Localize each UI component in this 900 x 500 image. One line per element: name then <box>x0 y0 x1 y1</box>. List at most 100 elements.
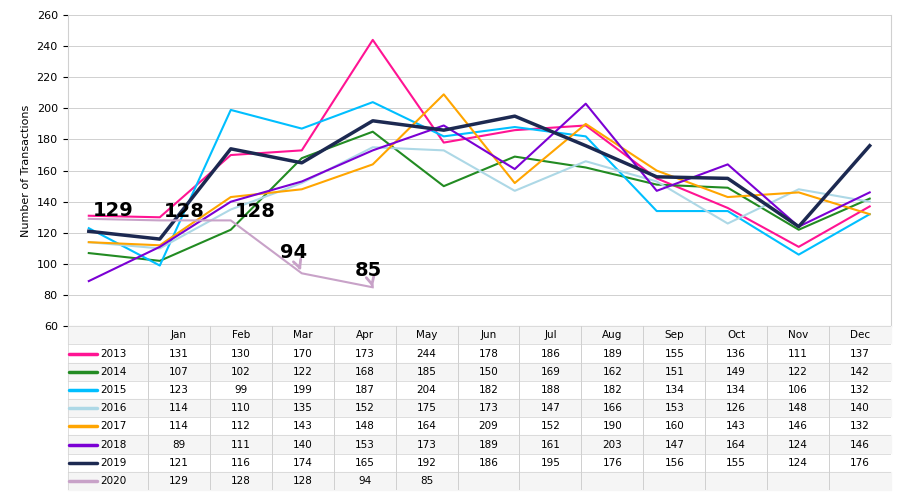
Text: 99: 99 <box>234 385 248 395</box>
Text: 85: 85 <box>420 476 433 486</box>
Text: 102: 102 <box>231 366 251 376</box>
Text: 146: 146 <box>788 422 808 432</box>
Text: 176: 176 <box>602 458 622 468</box>
Text: 169: 169 <box>541 366 561 376</box>
Text: 148: 148 <box>788 403 808 413</box>
Text: 161: 161 <box>541 440 561 450</box>
Text: 173: 173 <box>417 440 436 450</box>
Text: 150: 150 <box>479 366 499 376</box>
Text: 156: 156 <box>664 458 684 468</box>
Text: 195: 195 <box>541 458 561 468</box>
Text: 148: 148 <box>355 422 374 432</box>
Text: 182: 182 <box>602 385 622 395</box>
Text: 151: 151 <box>664 366 684 376</box>
Text: 173: 173 <box>355 348 374 358</box>
Text: Jun: Jun <box>481 330 497 340</box>
Text: 126: 126 <box>726 403 746 413</box>
Text: 110: 110 <box>231 403 251 413</box>
Text: 155: 155 <box>726 458 746 468</box>
Bar <box>68 472 891 490</box>
Text: 204: 204 <box>417 385 436 395</box>
Text: 143: 143 <box>292 422 312 432</box>
Text: 135: 135 <box>292 403 312 413</box>
Text: 136: 136 <box>726 348 746 358</box>
Text: 130: 130 <box>231 348 251 358</box>
Text: 168: 168 <box>355 366 374 376</box>
Text: 2013: 2013 <box>101 348 127 358</box>
Text: 174: 174 <box>292 458 312 468</box>
Text: 134: 134 <box>664 385 684 395</box>
Text: 192: 192 <box>417 458 436 468</box>
Text: 140: 140 <box>292 440 312 450</box>
Text: 128: 128 <box>292 476 312 486</box>
Text: 162: 162 <box>602 366 622 376</box>
Text: 132: 132 <box>850 422 870 432</box>
Text: 124: 124 <box>788 458 808 468</box>
Text: 128: 128 <box>163 202 204 222</box>
Text: 203: 203 <box>602 440 622 450</box>
Text: 244: 244 <box>417 348 436 358</box>
Text: 186: 186 <box>541 348 561 358</box>
Text: 189: 189 <box>479 440 499 450</box>
Text: 164: 164 <box>726 440 746 450</box>
Text: 106: 106 <box>788 385 808 395</box>
Text: 190: 190 <box>602 422 622 432</box>
Text: 147: 147 <box>541 403 561 413</box>
Bar <box>68 399 891 417</box>
Text: 149: 149 <box>726 366 746 376</box>
Bar <box>68 436 891 454</box>
Text: 131: 131 <box>169 348 189 358</box>
Text: 121: 121 <box>169 458 189 468</box>
Bar <box>68 362 891 381</box>
Bar <box>68 454 891 472</box>
Text: 142: 142 <box>850 366 870 376</box>
Text: Feb: Feb <box>231 330 250 340</box>
Text: 128: 128 <box>231 476 251 486</box>
Bar <box>68 381 891 399</box>
Text: 137: 137 <box>850 348 870 358</box>
Text: 2017: 2017 <box>101 422 127 432</box>
Text: 153: 153 <box>664 403 684 413</box>
Text: Jan: Jan <box>171 330 187 340</box>
Text: 185: 185 <box>417 366 436 376</box>
Text: 175: 175 <box>417 403 436 413</box>
Text: 107: 107 <box>169 366 189 376</box>
Text: 160: 160 <box>664 422 684 432</box>
Text: 129: 129 <box>169 476 189 486</box>
Text: 114: 114 <box>169 422 189 432</box>
Text: 165: 165 <box>355 458 374 468</box>
Text: Aug: Aug <box>602 330 623 340</box>
Text: 94: 94 <box>281 242 308 268</box>
Text: 111: 111 <box>231 440 251 450</box>
Text: Jul: Jul <box>544 330 557 340</box>
Text: Sep: Sep <box>664 330 684 340</box>
Text: 128: 128 <box>234 202 275 222</box>
Text: 170: 170 <box>292 348 312 358</box>
Bar <box>68 417 891 436</box>
Text: Nov: Nov <box>788 330 808 340</box>
Text: 166: 166 <box>602 403 622 413</box>
Text: 123: 123 <box>169 385 189 395</box>
Text: 132: 132 <box>850 385 870 395</box>
Text: 89: 89 <box>172 440 185 450</box>
Text: 152: 152 <box>541 422 561 432</box>
Text: 2015: 2015 <box>101 385 127 395</box>
Text: 199: 199 <box>292 385 312 395</box>
Text: Mar: Mar <box>293 330 312 340</box>
Text: 2019: 2019 <box>101 458 127 468</box>
Text: Apr: Apr <box>356 330 373 340</box>
Bar <box>68 326 891 344</box>
Text: May: May <box>416 330 437 340</box>
Text: 143: 143 <box>726 422 746 432</box>
Text: 164: 164 <box>417 422 436 432</box>
Text: 186: 186 <box>479 458 499 468</box>
Text: 134: 134 <box>726 385 746 395</box>
Text: 140: 140 <box>850 403 870 413</box>
Text: 178: 178 <box>479 348 499 358</box>
Text: 94: 94 <box>358 476 372 486</box>
Text: 2016: 2016 <box>101 403 127 413</box>
Text: 111: 111 <box>788 348 808 358</box>
Text: 188: 188 <box>541 385 561 395</box>
Text: 152: 152 <box>355 403 374 413</box>
Text: Oct: Oct <box>727 330 745 340</box>
